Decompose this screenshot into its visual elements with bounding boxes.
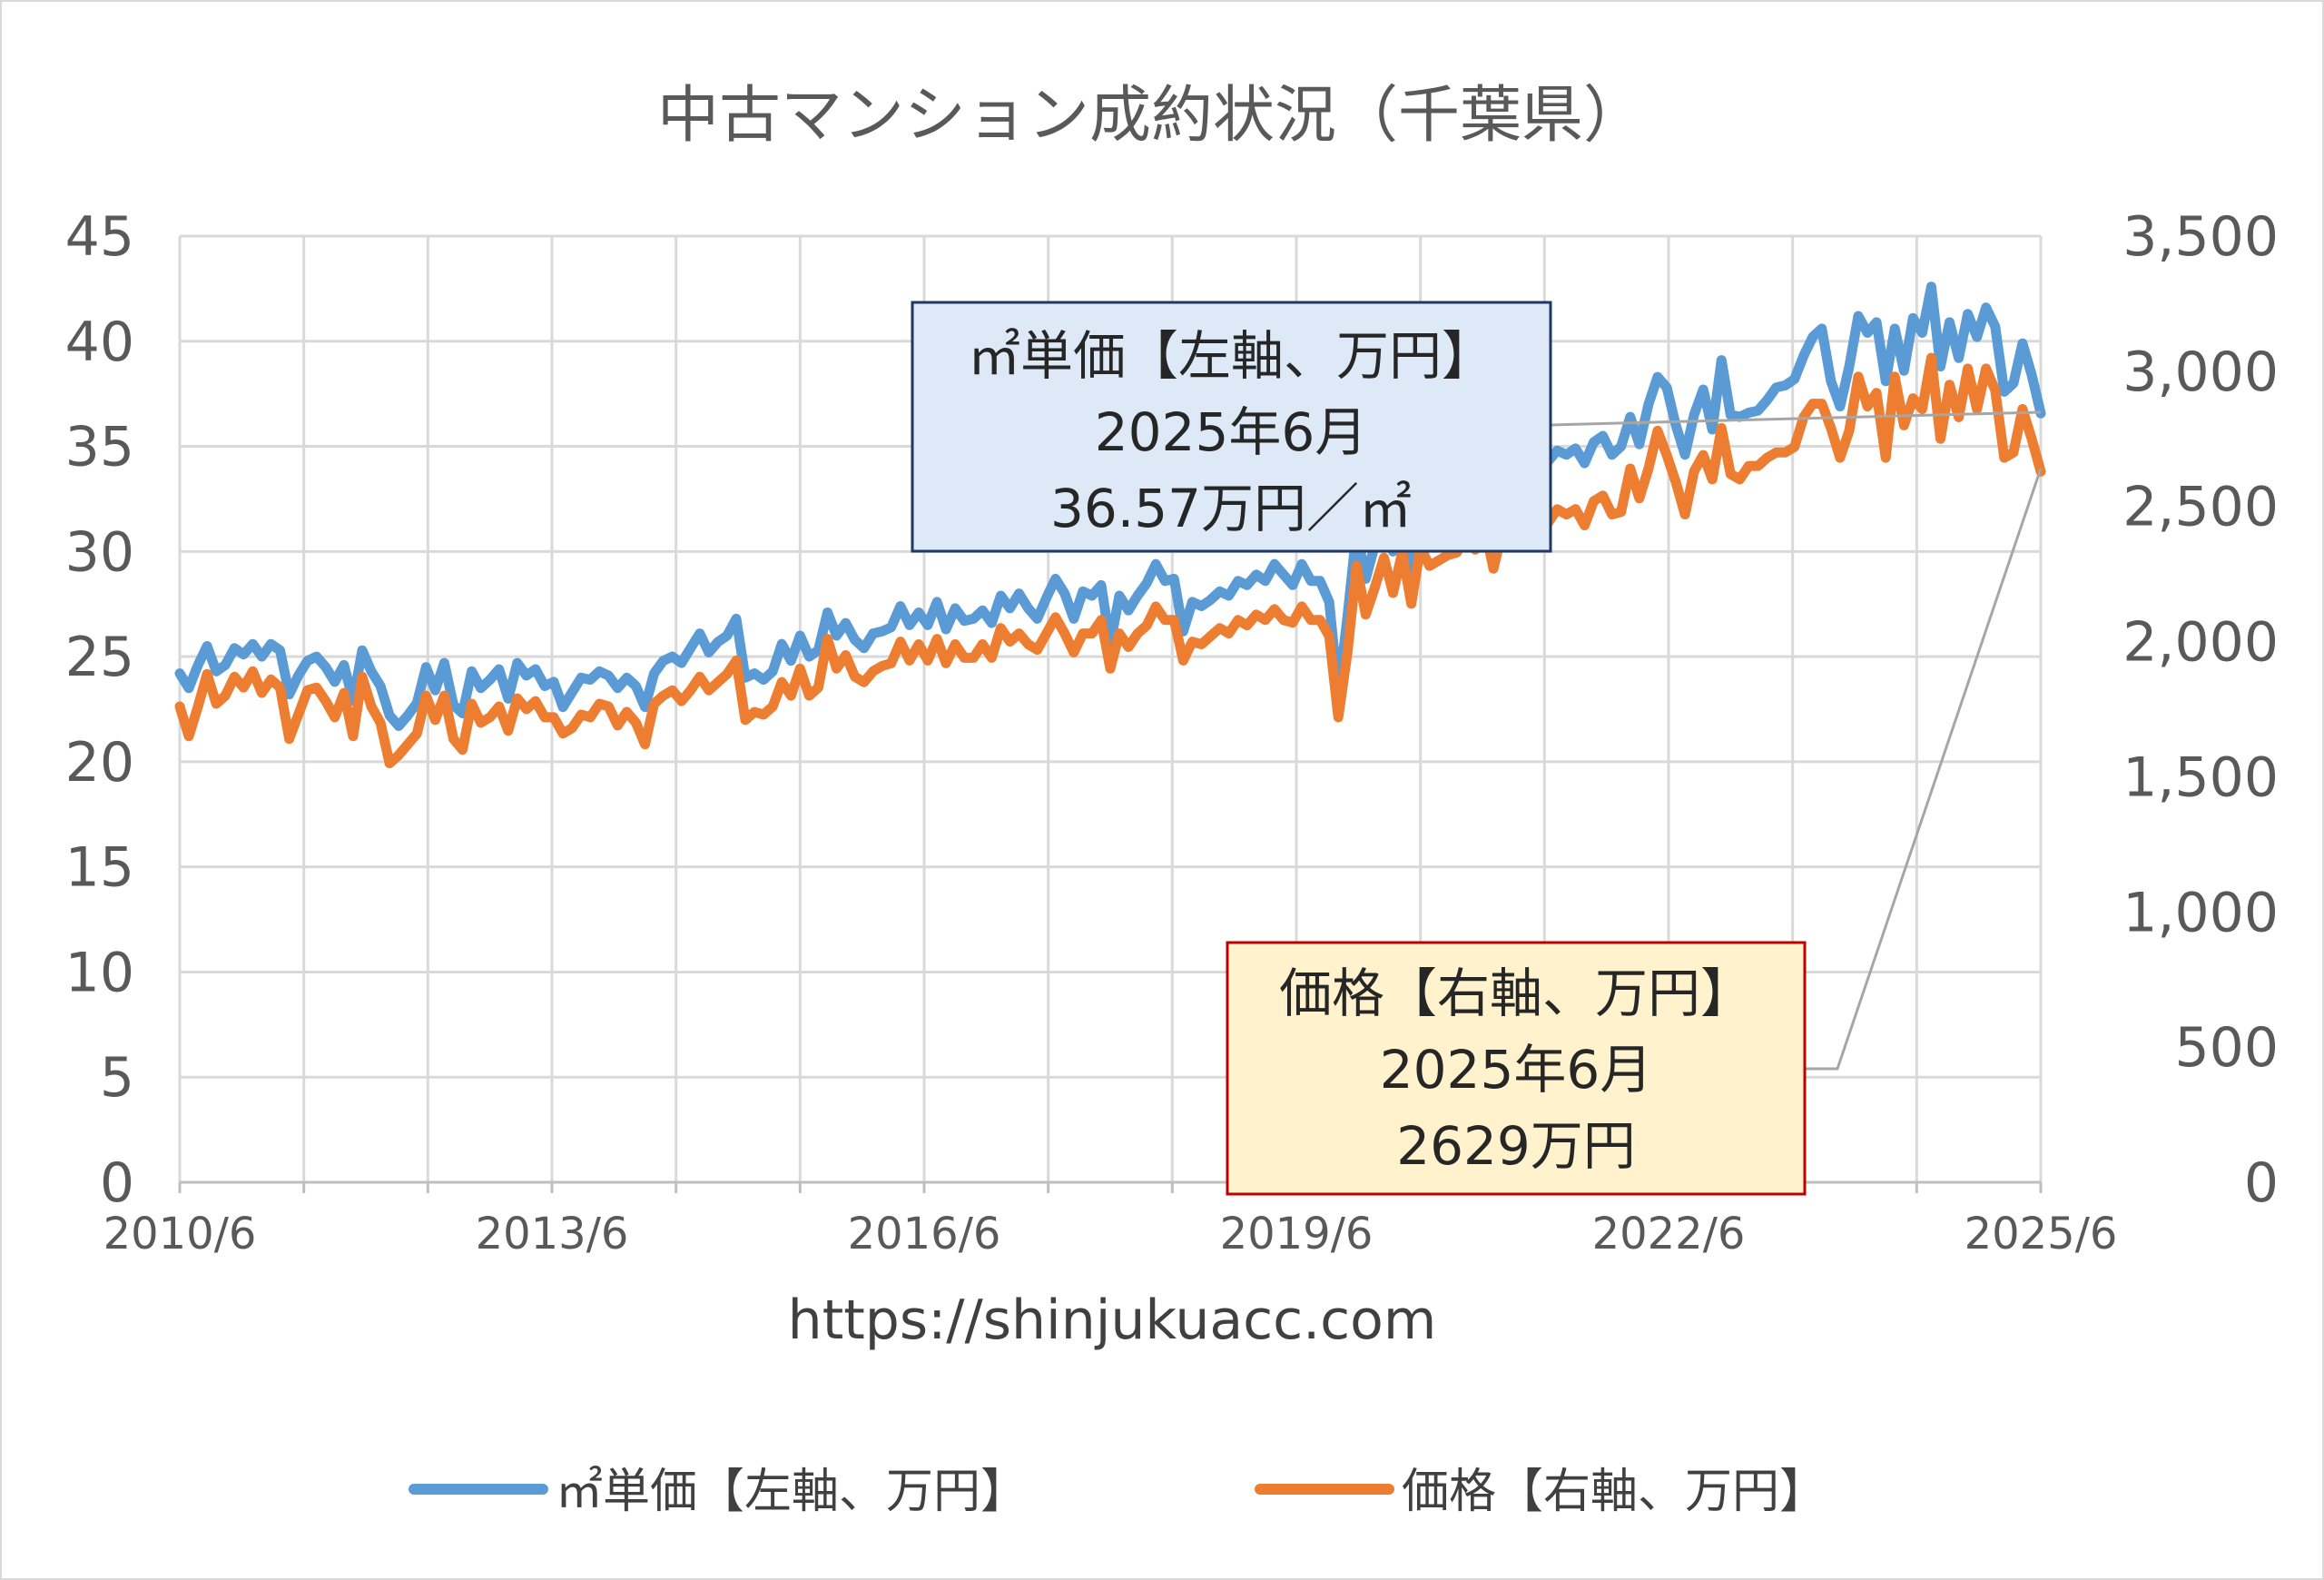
y-right-tick-label: 1,500 (2122, 746, 2279, 809)
y-left-tick-label: 40 (65, 311, 134, 374)
y-left-tick-label: 20 (65, 731, 134, 795)
series-lines (174, 281, 2046, 768)
y-axis-right: 0 500 1,000 1,500 2,000 2,500 3,000 3,500 (2122, 205, 2279, 1215)
annotation-price-line1: 価格【右軸、万円】 (1279, 963, 1753, 1024)
x-axis: 2010/6 2013/6 2016/6 2019/6 2022/6 2025/6 (103, 1182, 2118, 1259)
y-right-tick-label: 500 (2174, 1016, 2279, 1080)
annotation-unit-price: ㎡単価【左軸、万円】 2025年6月 36.57万円／㎡ (911, 301, 2042, 553)
chart-title: 中古マンション成約状況（千葉県） (657, 80, 1645, 152)
y-left-tick-label: 35 (65, 416, 134, 479)
leader-line-price (1805, 468, 2043, 1071)
series-line-price (174, 352, 2046, 768)
y-left-tick-label: 5 (100, 1046, 134, 1110)
annotation-unit-price-line2: 2025年6月 (1095, 401, 1368, 463)
source-url: https://shinjukuacc.com (788, 1289, 1437, 1352)
leader-line-unit-price (1550, 410, 2042, 427)
y-left-tick-label: 25 (65, 626, 134, 689)
legend-label-price: 価格【右軸、万円】 (1402, 1465, 1827, 1519)
y-right-tick-label: 2,500 (2122, 476, 2279, 539)
annotation-box-price (1226, 941, 1807, 1196)
x-tick-label: 2010/6 (103, 1209, 257, 1259)
x-tick-label: 2019/6 (1220, 1209, 1374, 1259)
annotation-unit-price-line3: 36.57万円／㎡ (1050, 478, 1412, 539)
annotation-box-unit-price (911, 301, 1552, 553)
y-right-tick-label: 3,000 (2122, 341, 2279, 404)
y-left-tick-label: 15 (65, 836, 134, 900)
y-left-tick-label: 30 (65, 520, 134, 584)
legend: ㎡単価【左軸、万円】 価格【右軸、万円】 (409, 1465, 1827, 1519)
x-tick-label: 2013/6 (476, 1209, 629, 1259)
annotation-price: 価格【右軸、万円】 2025年6月 2629万円 (1226, 468, 2043, 1196)
x-tick-label: 2016/6 (848, 1209, 1001, 1259)
y-left-tick-label: 45 (65, 205, 134, 269)
y-right-tick-label: 3,500 (2122, 205, 2279, 269)
y-left-tick-label: 0 (100, 1151, 134, 1215)
y-axis-left: 0 5 10 15 20 25 30 35 40 45 (65, 205, 134, 1215)
annotation-price-line3: 2629万円 (1396, 1115, 1636, 1177)
x-tick-label: 2025/6 (1965, 1209, 2118, 1259)
legend-label-unit-price: ㎡単価【左軸、万円】 (556, 1465, 1028, 1519)
y-right-tick-label: 2,000 (2122, 611, 2279, 675)
x-tick-label: 2022/6 (1592, 1209, 1746, 1259)
y-right-tick-label: 1,000 (2122, 881, 2279, 944)
annotation-unit-price-line1: ㎡単価【左軸、万円】 (968, 325, 1494, 387)
y-right-tick-label: 0 (2244, 1151, 2279, 1215)
y-left-tick-label: 10 (65, 941, 134, 1004)
annotation-price-line2: 2025年6月 (1380, 1039, 1653, 1101)
